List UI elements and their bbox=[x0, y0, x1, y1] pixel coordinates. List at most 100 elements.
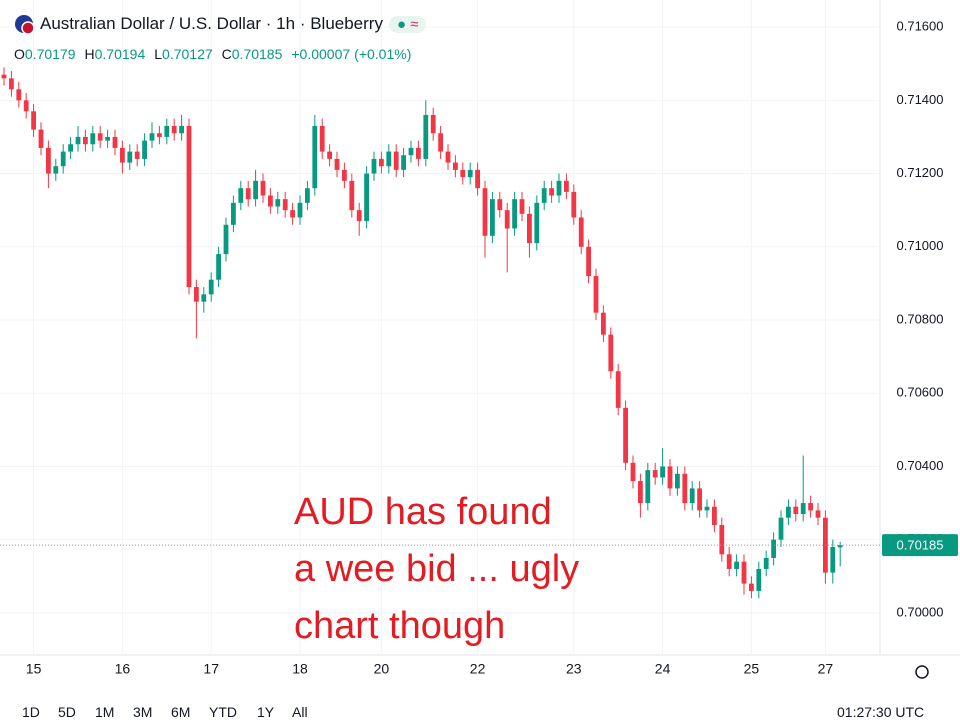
range-button[interactable]: YTD bbox=[209, 704, 237, 720]
range-button[interactable]: 1Y bbox=[257, 704, 275, 720]
candle-body bbox=[719, 525, 725, 555]
clock: 01:27:30 UTC bbox=[837, 704, 925, 720]
candle-body bbox=[712, 506, 717, 526]
range-button[interactable]: 1M bbox=[95, 704, 115, 720]
x-tick-label: 16 bbox=[115, 661, 131, 677]
candle-body bbox=[342, 169, 347, 181]
candle-body bbox=[386, 151, 392, 167]
ohlc-line: O0.70179 H0.70194 L0.70127 C0.70185 +0.0… bbox=[14, 46, 411, 62]
candle-body bbox=[349, 180, 355, 211]
range-button[interactable]: 3M bbox=[133, 704, 153, 720]
candle-body bbox=[1, 74, 7, 79]
ohlc-value: 0.70179 bbox=[24, 46, 76, 62]
x-tick-label: 25 bbox=[744, 661, 760, 677]
annotation: AUD has found a wee bid ... ugly chart t… bbox=[294, 484, 579, 655]
x-tick-label: 27 bbox=[818, 661, 834, 677]
change: +0.00007 bbox=[291, 46, 351, 62]
candle-body bbox=[97, 133, 103, 141]
candle-body bbox=[593, 276, 599, 313]
candle-body bbox=[171, 125, 177, 134]
candle-body bbox=[238, 188, 244, 203]
ohlc-key: H bbox=[84, 46, 95, 62]
annotation-line: chart though bbox=[294, 605, 506, 647]
candle-body bbox=[282, 199, 288, 211]
candle-body bbox=[734, 561, 739, 569]
candle-body bbox=[290, 210, 295, 218]
candle-body bbox=[482, 188, 488, 236]
candle-body bbox=[675, 473, 680, 489]
candle-body bbox=[556, 180, 562, 196]
candle-body bbox=[416, 147, 421, 159]
candle-body bbox=[134, 151, 140, 159]
candle-body bbox=[312, 125, 318, 189]
candle-body bbox=[608, 334, 614, 372]
price-tag bbox=[882, 534, 958, 557]
candle-body bbox=[319, 125, 325, 152]
candle-body bbox=[9, 78, 14, 90]
candle-body bbox=[142, 140, 147, 159]
candle-body bbox=[356, 210, 362, 222]
candle-body bbox=[68, 144, 73, 152]
candle-body bbox=[364, 173, 369, 222]
y-tick-label: 0.71400 bbox=[897, 92, 944, 107]
candle-body bbox=[571, 191, 577, 218]
candle-body bbox=[645, 470, 651, 504]
candle-body bbox=[423, 114, 429, 159]
candle-body bbox=[778, 517, 784, 540]
range-button[interactable]: 5D bbox=[58, 704, 76, 720]
candle-body bbox=[208, 279, 214, 295]
candle-body bbox=[460, 169, 466, 178]
candle-body bbox=[763, 557, 769, 569]
candle-body bbox=[726, 554, 732, 569]
candle-body bbox=[231, 202, 236, 225]
candle-body bbox=[741, 561, 747, 584]
candle-body bbox=[689, 488, 695, 504]
candle-body bbox=[771, 539, 776, 558]
candle-body bbox=[490, 199, 495, 236]
candle-body bbox=[46, 147, 51, 174]
candle-body bbox=[38, 129, 44, 148]
candle-body bbox=[667, 466, 673, 489]
candle-body bbox=[837, 545, 843, 548]
candle-body bbox=[408, 147, 414, 156]
candle-body bbox=[297, 202, 303, 218]
candle-body bbox=[245, 188, 251, 200]
candle-body bbox=[305, 188, 310, 203]
candle-body bbox=[16, 89, 22, 101]
header: Australian Dollar / U.S. Dollar · 1h · B… bbox=[14, 14, 427, 34]
candle-body bbox=[512, 199, 517, 229]
range-button[interactable]: 6M bbox=[171, 704, 191, 720]
candle-body bbox=[623, 407, 628, 463]
status-badge[interactable]: ● ≈ bbox=[388, 15, 427, 33]
y-tick-label: 0.70400 bbox=[897, 458, 944, 473]
x-tick-label: 15 bbox=[26, 661, 42, 677]
candle-body bbox=[60, 151, 66, 167]
candle-body bbox=[268, 195, 273, 207]
y-tick-label: 0.70800 bbox=[897, 311, 944, 326]
candle-body bbox=[534, 202, 540, 244]
candle-body bbox=[260, 180, 266, 196]
annotation-line: AUD has found bbox=[294, 491, 552, 533]
candle-body bbox=[615, 371, 621, 408]
range-button[interactable]: All bbox=[292, 704, 308, 720]
candle-body bbox=[179, 125, 184, 134]
x-tick-label: 23 bbox=[566, 661, 582, 677]
candle-body bbox=[186, 125, 192, 288]
y-tick-label: 0.71200 bbox=[897, 165, 944, 180]
candle-body bbox=[793, 506, 799, 515]
y-tick-label: 0.70600 bbox=[897, 385, 944, 400]
candle-body bbox=[800, 503, 806, 515]
x-tick-label: 20 bbox=[374, 661, 390, 677]
candle-body bbox=[808, 503, 813, 511]
ohlc-value: 0.70127 bbox=[162, 46, 213, 62]
toolbar: 1D 5D 1M 3M 6M YTD 1Y All 01:27:30 UTC bbox=[0, 699, 960, 721]
change-pct: (+0.01%) bbox=[354, 46, 412, 62]
candle-body bbox=[549, 188, 554, 196]
candle-body bbox=[749, 583, 754, 591]
x-tick-label: 24 bbox=[655, 661, 671, 677]
candle-body bbox=[586, 246, 591, 277]
ohlc-key: O bbox=[14, 46, 25, 62]
candle-body bbox=[445, 151, 451, 163]
range-button[interactable]: 1D bbox=[22, 704, 40, 720]
